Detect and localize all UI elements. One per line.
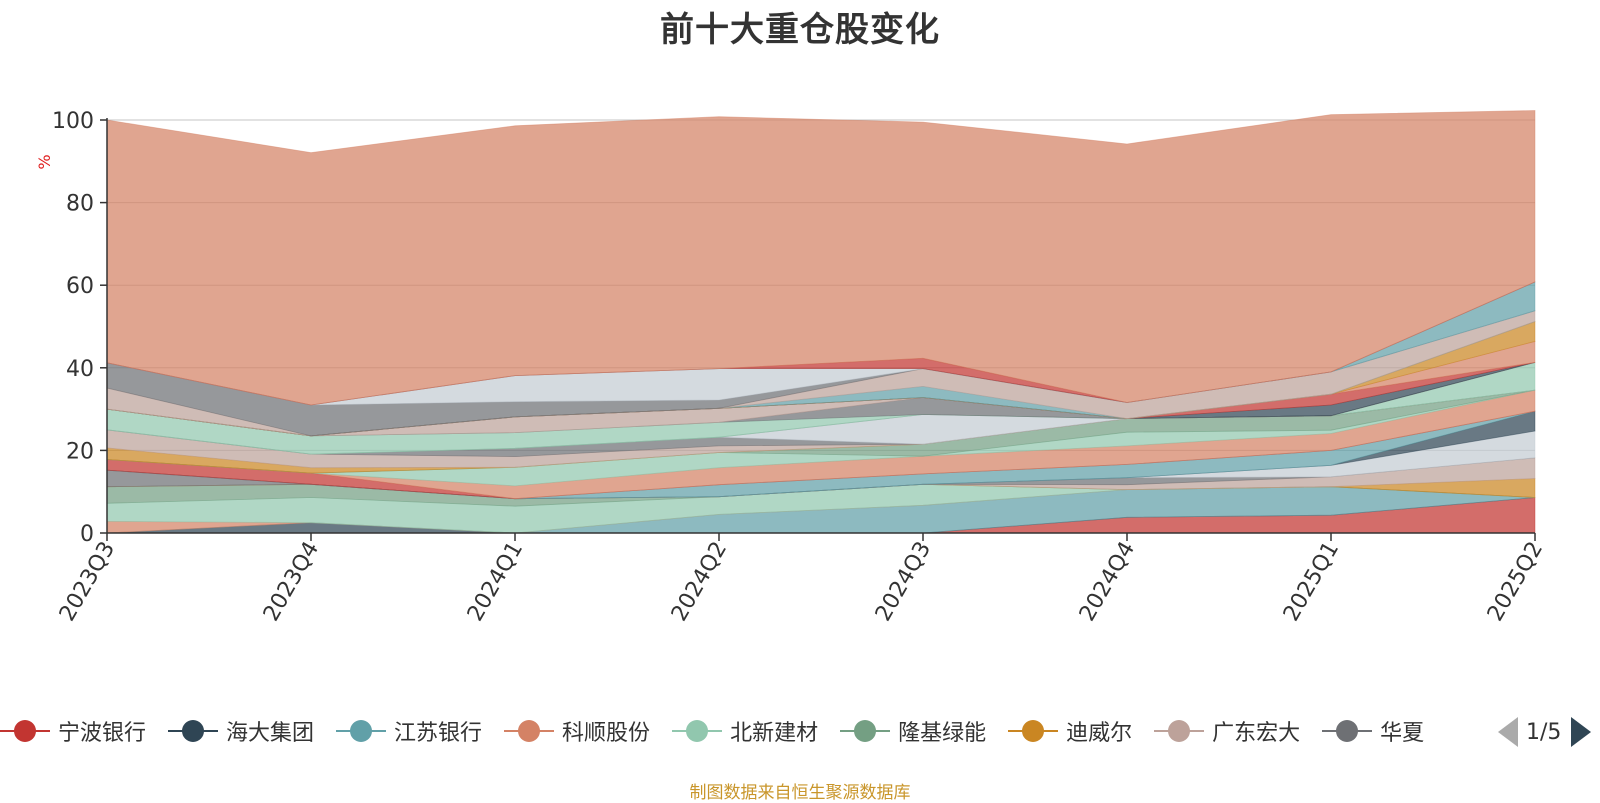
legend-item[interactable]: 江苏银行 (336, 715, 482, 747)
legend-item[interactable]: 北新建材 (672, 715, 818, 747)
legend-item[interactable]: 海大集团 (168, 715, 314, 747)
legend-label: 海大集团 (226, 721, 315, 746)
y-tick-label: 20 (66, 439, 94, 464)
legend-marker-icon (504, 719, 555, 743)
legend-marker-icon (1322, 719, 1373, 743)
y-axis-unit-label: % (35, 154, 54, 169)
legend-marker-icon (1154, 719, 1205, 743)
data-source-note: 制图数据来自恒生聚源数据库 (689, 783, 911, 803)
x-tick-label: 2024Q4 (1075, 538, 1140, 626)
legend-label: 科顺股份 (562, 721, 651, 746)
legend-marker-icon (336, 719, 387, 743)
legend: 宁波银行 海大集团 江苏银行 科顺股份 北新建材 隆基绿能 迪威尔 广东宏大 华夏 (0, 715, 1490, 755)
chart-title: 前十大重仓股变化 (660, 10, 940, 50)
y-tick-label: 100 (52, 109, 94, 134)
legend-pager: 1/5 (1498, 717, 1592, 747)
series-area-34 (106, 110, 1536, 406)
x-tick-label: 2025Q1 (1279, 538, 1344, 626)
x-tick-label: 2023Q4 (259, 538, 324, 626)
y-tick-label: 0 (80, 522, 94, 547)
legend-label: 江苏银行 (394, 721, 483, 746)
legend-page-indicator: 1/5 (1526, 719, 1562, 745)
x-tick-label: 2024Q3 (871, 538, 936, 626)
legend-marker-icon (1008, 719, 1059, 743)
y-tick-label: 80 (66, 192, 94, 217)
x-tick-label: 2024Q2 (667, 538, 732, 626)
legend-marker-icon (672, 719, 723, 743)
legend-item[interactable]: 宁波银行 (0, 715, 146, 747)
legend-item[interactable]: 科顺股份 (504, 715, 650, 747)
legend-marker-icon (0, 719, 50, 743)
legend-items: 宁波银行 海大集团 江苏银行 科顺股份 北新建材 隆基绿能 迪威尔 广东宏大 华夏 (0, 715, 1490, 747)
legend-prev-page-icon[interactable] (1498, 717, 1518, 747)
stacked-area-chart: 0 20 40 60 80 100% 2023Q3 2023Q4 2024Q1 2024Q2 202… (35, 109, 1548, 626)
legend-marker-icon (168, 719, 219, 743)
x-tick-label: 2023Q3 (55, 538, 120, 626)
y-tick-label: 40 (66, 357, 94, 382)
y-tick-label: 60 (66, 274, 94, 299)
legend-item[interactable]: 广东宏大 (1154, 715, 1300, 747)
legend-label: 广东宏大 (1212, 721, 1301, 746)
legend-label: 北新建材 (730, 721, 819, 746)
legend-label: 迪威尔 (1066, 721, 1133, 746)
legend-label: 隆基绿能 (898, 721, 987, 746)
legend-label: 华夏 (1380, 721, 1425, 746)
legend-label: 宁波银行 (58, 721, 147, 746)
legend-item[interactable]: 迪威尔 (1008, 715, 1132, 747)
legend-item[interactable]: 隆基绿能 (840, 715, 986, 747)
x-tick-label: 2024Q1 (463, 538, 528, 626)
legend-next-page-icon[interactable] (1571, 717, 1592, 747)
legend-marker-icon (840, 719, 891, 743)
x-tick-label: 2025Q2 (1483, 538, 1548, 626)
legend-item[interactable]: 华夏 (1322, 715, 1424, 747)
